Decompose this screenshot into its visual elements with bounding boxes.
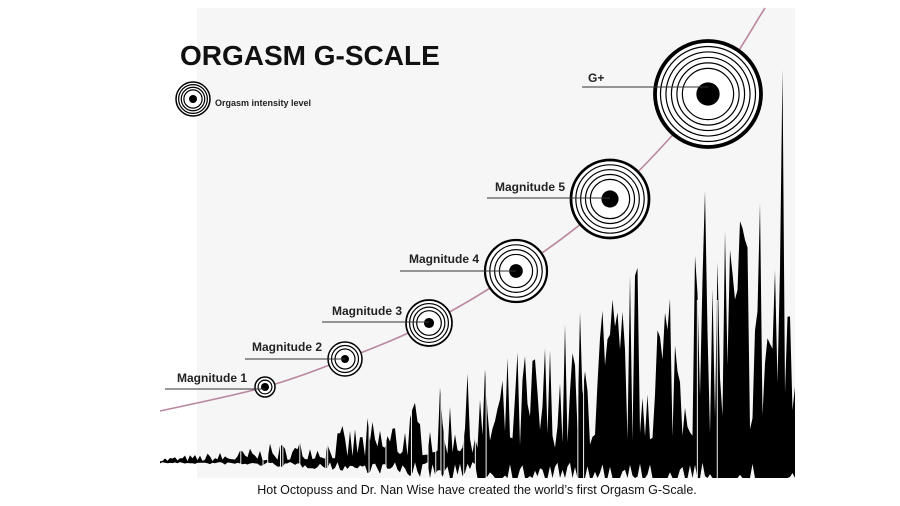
level-marker: Magnitude 3 — [322, 299, 453, 347]
ring — [670, 56, 746, 132]
ring — [665, 51, 751, 137]
ring — [589, 178, 631, 220]
ring — [681, 67, 735, 121]
ring — [180, 86, 206, 112]
ring-core — [423, 317, 435, 329]
ring-core — [696, 82, 720, 106]
ring — [412, 306, 446, 340]
level-label: Magnitude 1 — [177, 371, 247, 385]
level-label: G+ — [588, 71, 604, 85]
ring — [408, 302, 450, 344]
ring-core — [601, 190, 619, 208]
ring — [575, 164, 645, 234]
level-marker: Magnitude 2 — [245, 340, 363, 377]
level-label: Magnitude 5 — [495, 180, 565, 194]
ring-core — [261, 383, 269, 391]
ring — [254, 376, 276, 398]
ring — [178, 84, 208, 114]
ring — [405, 299, 453, 347]
level-marker: Magnitude 4 — [400, 238, 549, 304]
ring — [183, 89, 203, 109]
ring — [676, 62, 740, 126]
waveform-shape — [160, 69, 795, 479]
ring — [257, 379, 273, 395]
ring — [569, 158, 651, 240]
ring-core — [189, 95, 197, 103]
level-marker: Magnitude 5 — [487, 158, 651, 240]
ring — [175, 81, 211, 117]
ring — [584, 173, 636, 225]
level-marker: G+ — [582, 39, 763, 149]
level-label: Magnitude 3 — [332, 304, 402, 318]
ring — [416, 310, 442, 336]
ring — [659, 45, 757, 143]
legend-label: Orgasm intensity level — [215, 98, 311, 108]
level-label: Magnitude 2 — [252, 340, 322, 354]
ring — [580, 169, 640, 229]
ring — [653, 39, 763, 149]
level-label: Magnitude 4 — [409, 252, 479, 266]
legend-icon — [175, 81, 211, 117]
level-markers: Magnitude 1 Magnitude 2 Magnitude 3 Magnitu… — [165, 39, 763, 398]
title: ORGASM G-SCALE — [180, 40, 440, 71]
caption: Hot Octopuss and Dr. Nan Wise have creat… — [257, 483, 697, 497]
level-marker: Magnitude 1 — [165, 371, 276, 398]
